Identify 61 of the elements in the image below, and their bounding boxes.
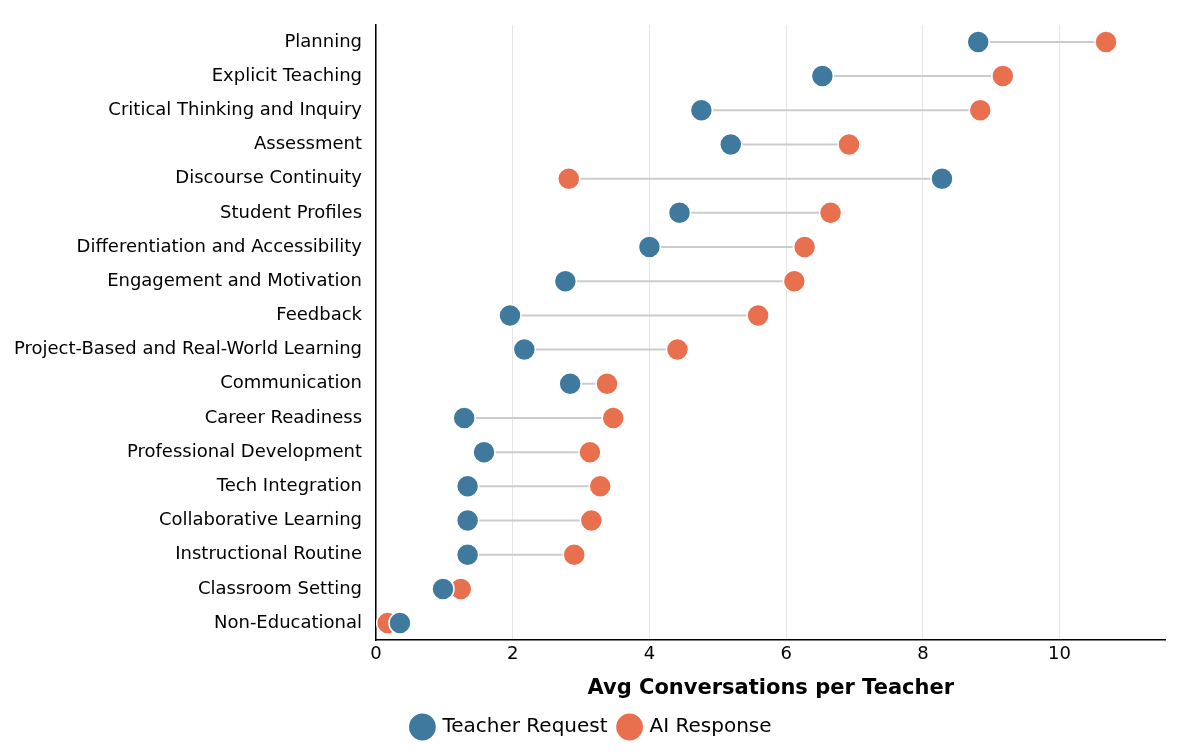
point [689, 98, 714, 123]
point [498, 303, 522, 328]
point [637, 235, 662, 259]
point [562, 542, 586, 567]
point [431, 577, 455, 601]
x-tick-label: 4 [643, 641, 656, 663]
point [667, 201, 692, 225]
point [782, 269, 807, 293]
y-tick-label: Student Profiles [220, 200, 363, 222]
y-tick-label: Communication [220, 371, 363, 393]
point [512, 337, 537, 362]
y-tick-label: Classroom Setting [197, 576, 363, 598]
x-tick-label: 6 [780, 641, 792, 663]
point [991, 64, 1015, 88]
y-tick-label: Assessment [254, 132, 363, 154]
y-tick-label: Explicit Teaching [211, 63, 363, 85]
y-tick-label: Project-Based and Real-World Learning [13, 337, 363, 359]
point [388, 611, 412, 635]
point [930, 166, 954, 191]
point [452, 406, 476, 430]
point [792, 235, 817, 259]
point [558, 372, 582, 396]
x-tick-label: 2 [507, 641, 519, 663]
point [966, 30, 990, 54]
x-axis-title: Avg Conversations per Teacher [587, 674, 955, 699]
y-tick-label: Engagement and Motivation [107, 268, 363, 290]
x-tick-label: 0 [370, 641, 382, 663]
point [455, 474, 480, 499]
legend-label: AI Response [649, 713, 772, 738]
point [553, 269, 578, 293]
legend-label: Teacher Request [441, 713, 608, 738]
point [719, 132, 743, 157]
y-tick-label: Career Readiness [204, 405, 363, 427]
point [665, 337, 690, 362]
point [968, 98, 993, 123]
point [746, 303, 770, 328]
point [455, 508, 480, 533]
y-tick-label: Instructional Routine [175, 542, 363, 564]
y-tick-label: Feedback [276, 303, 363, 325]
y-tick-label: Non-Educational [213, 610, 363, 632]
y-tick-label: Planning [284, 29, 363, 51]
point [818, 201, 843, 225]
point [1094, 30, 1118, 54]
x-tick-label: 10 [1048, 641, 1072, 663]
point [579, 508, 604, 533]
point [578, 440, 602, 464]
point [595, 372, 619, 396]
y-tick-label: Tech Integration [215, 474, 363, 496]
y-tick-label: Critical Thinking and Inquiry [108, 97, 363, 119]
point [810, 64, 835, 88]
point [837, 132, 861, 157]
y-tick-label: Professional Development [126, 439, 363, 461]
point [472, 440, 496, 464]
point [588, 474, 612, 499]
point [455, 542, 480, 567]
x-tick-label: 8 [917, 641, 929, 663]
y-tick-label: Discourse Continuity [175, 166, 363, 188]
point [601, 406, 625, 430]
point [557, 166, 581, 191]
y-tick-label: Differentiation and Accessibility [76, 234, 363, 256]
y-tick-label: Collaborative Learning [158, 508, 363, 530]
